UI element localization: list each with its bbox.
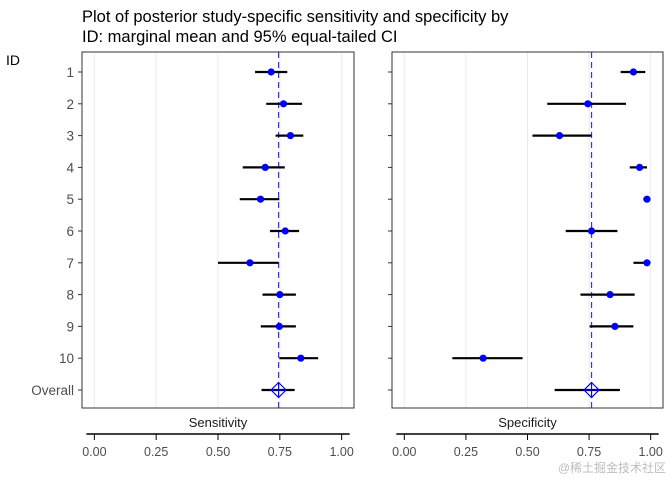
sensitivity-point-estimate: [281, 227, 289, 235]
sensitivity-point-estimate: [256, 195, 265, 203]
sensitivity-x-tick-label: 1.00: [329, 445, 353, 459]
sensitivity-panel-border: [81, 51, 355, 409]
y-tick-label: Overall: [31, 383, 74, 398]
specificity-x-tick-label: 0.75: [577, 445, 601, 459]
chart-title-line-2: ID: marginal mean and 95% equal-tailed C…: [82, 28, 398, 46]
sensitivity-x-tick-label: 0.00: [82, 445, 106, 459]
y-tick-label: 10: [59, 351, 74, 366]
sensitivity-x-axis-title: Sensitivity: [189, 415, 248, 430]
specificity-point-estimate: [587, 227, 596, 235]
specificity-x-tick-label: 1.00: [639, 445, 663, 459]
sensitivity-point-estimate: [275, 322, 283, 330]
sensitivity-point-estimate: [279, 100, 288, 108]
sensitivity-point-estimate: [261, 163, 269, 171]
specificity-point-estimate: [584, 100, 592, 108]
sensitivity-point-estimate: [267, 68, 275, 76]
y-tick-label: 7: [66, 256, 74, 271]
sensitivity-x-tick-label: 0.75: [268, 445, 292, 459]
specificity-point-estimate: [606, 291, 614, 299]
sensitivity-x-tick-label: 0.25: [144, 445, 168, 459]
specificity-panel-border: [391, 51, 664, 409]
specificity-point-estimate: [611, 322, 619, 330]
specificity-point-estimate: [479, 354, 487, 362]
sensitivity-point-estimate: [297, 354, 305, 362]
y-tick-label: 5: [66, 192, 74, 207]
specificity-x-tick-label: 0.50: [515, 445, 539, 459]
chart-title-line-1: Plot of posterior study-specific sensiti…: [82, 8, 509, 26]
y-tick-label: 4: [66, 160, 74, 175]
watermark: @稀土掘金技术社区: [557, 461, 666, 475]
specificity-point-estimate: [643, 195, 651, 203]
specificity-point-estimate: [643, 259, 651, 267]
sensitivity-point-estimate: [286, 132, 295, 140]
sensitivity-x-tick-label: 0.50: [206, 445, 230, 459]
y-axis-title: ID: [6, 52, 20, 68]
y-tick-label: 9: [66, 319, 74, 334]
y-tick-label: 1: [66, 65, 74, 80]
specificity-point-estimate: [635, 163, 644, 171]
y-tick-label: 8: [66, 288, 74, 303]
specificity-x-tick-label: 0.25: [454, 445, 478, 459]
specificity-x-axis-title: Specificity: [498, 415, 557, 430]
y-tick-label: 2: [66, 97, 74, 112]
y-tick-label: 6: [66, 224, 74, 239]
sensitivity-point-estimate: [246, 259, 254, 267]
specificity-point-estimate: [555, 132, 564, 140]
sensitivity-point-estimate: [276, 291, 284, 299]
y-tick-label: 3: [66, 129, 74, 144]
specificity-x-tick-label: 0.00: [392, 445, 416, 459]
specificity-point-estimate: [629, 68, 638, 76]
